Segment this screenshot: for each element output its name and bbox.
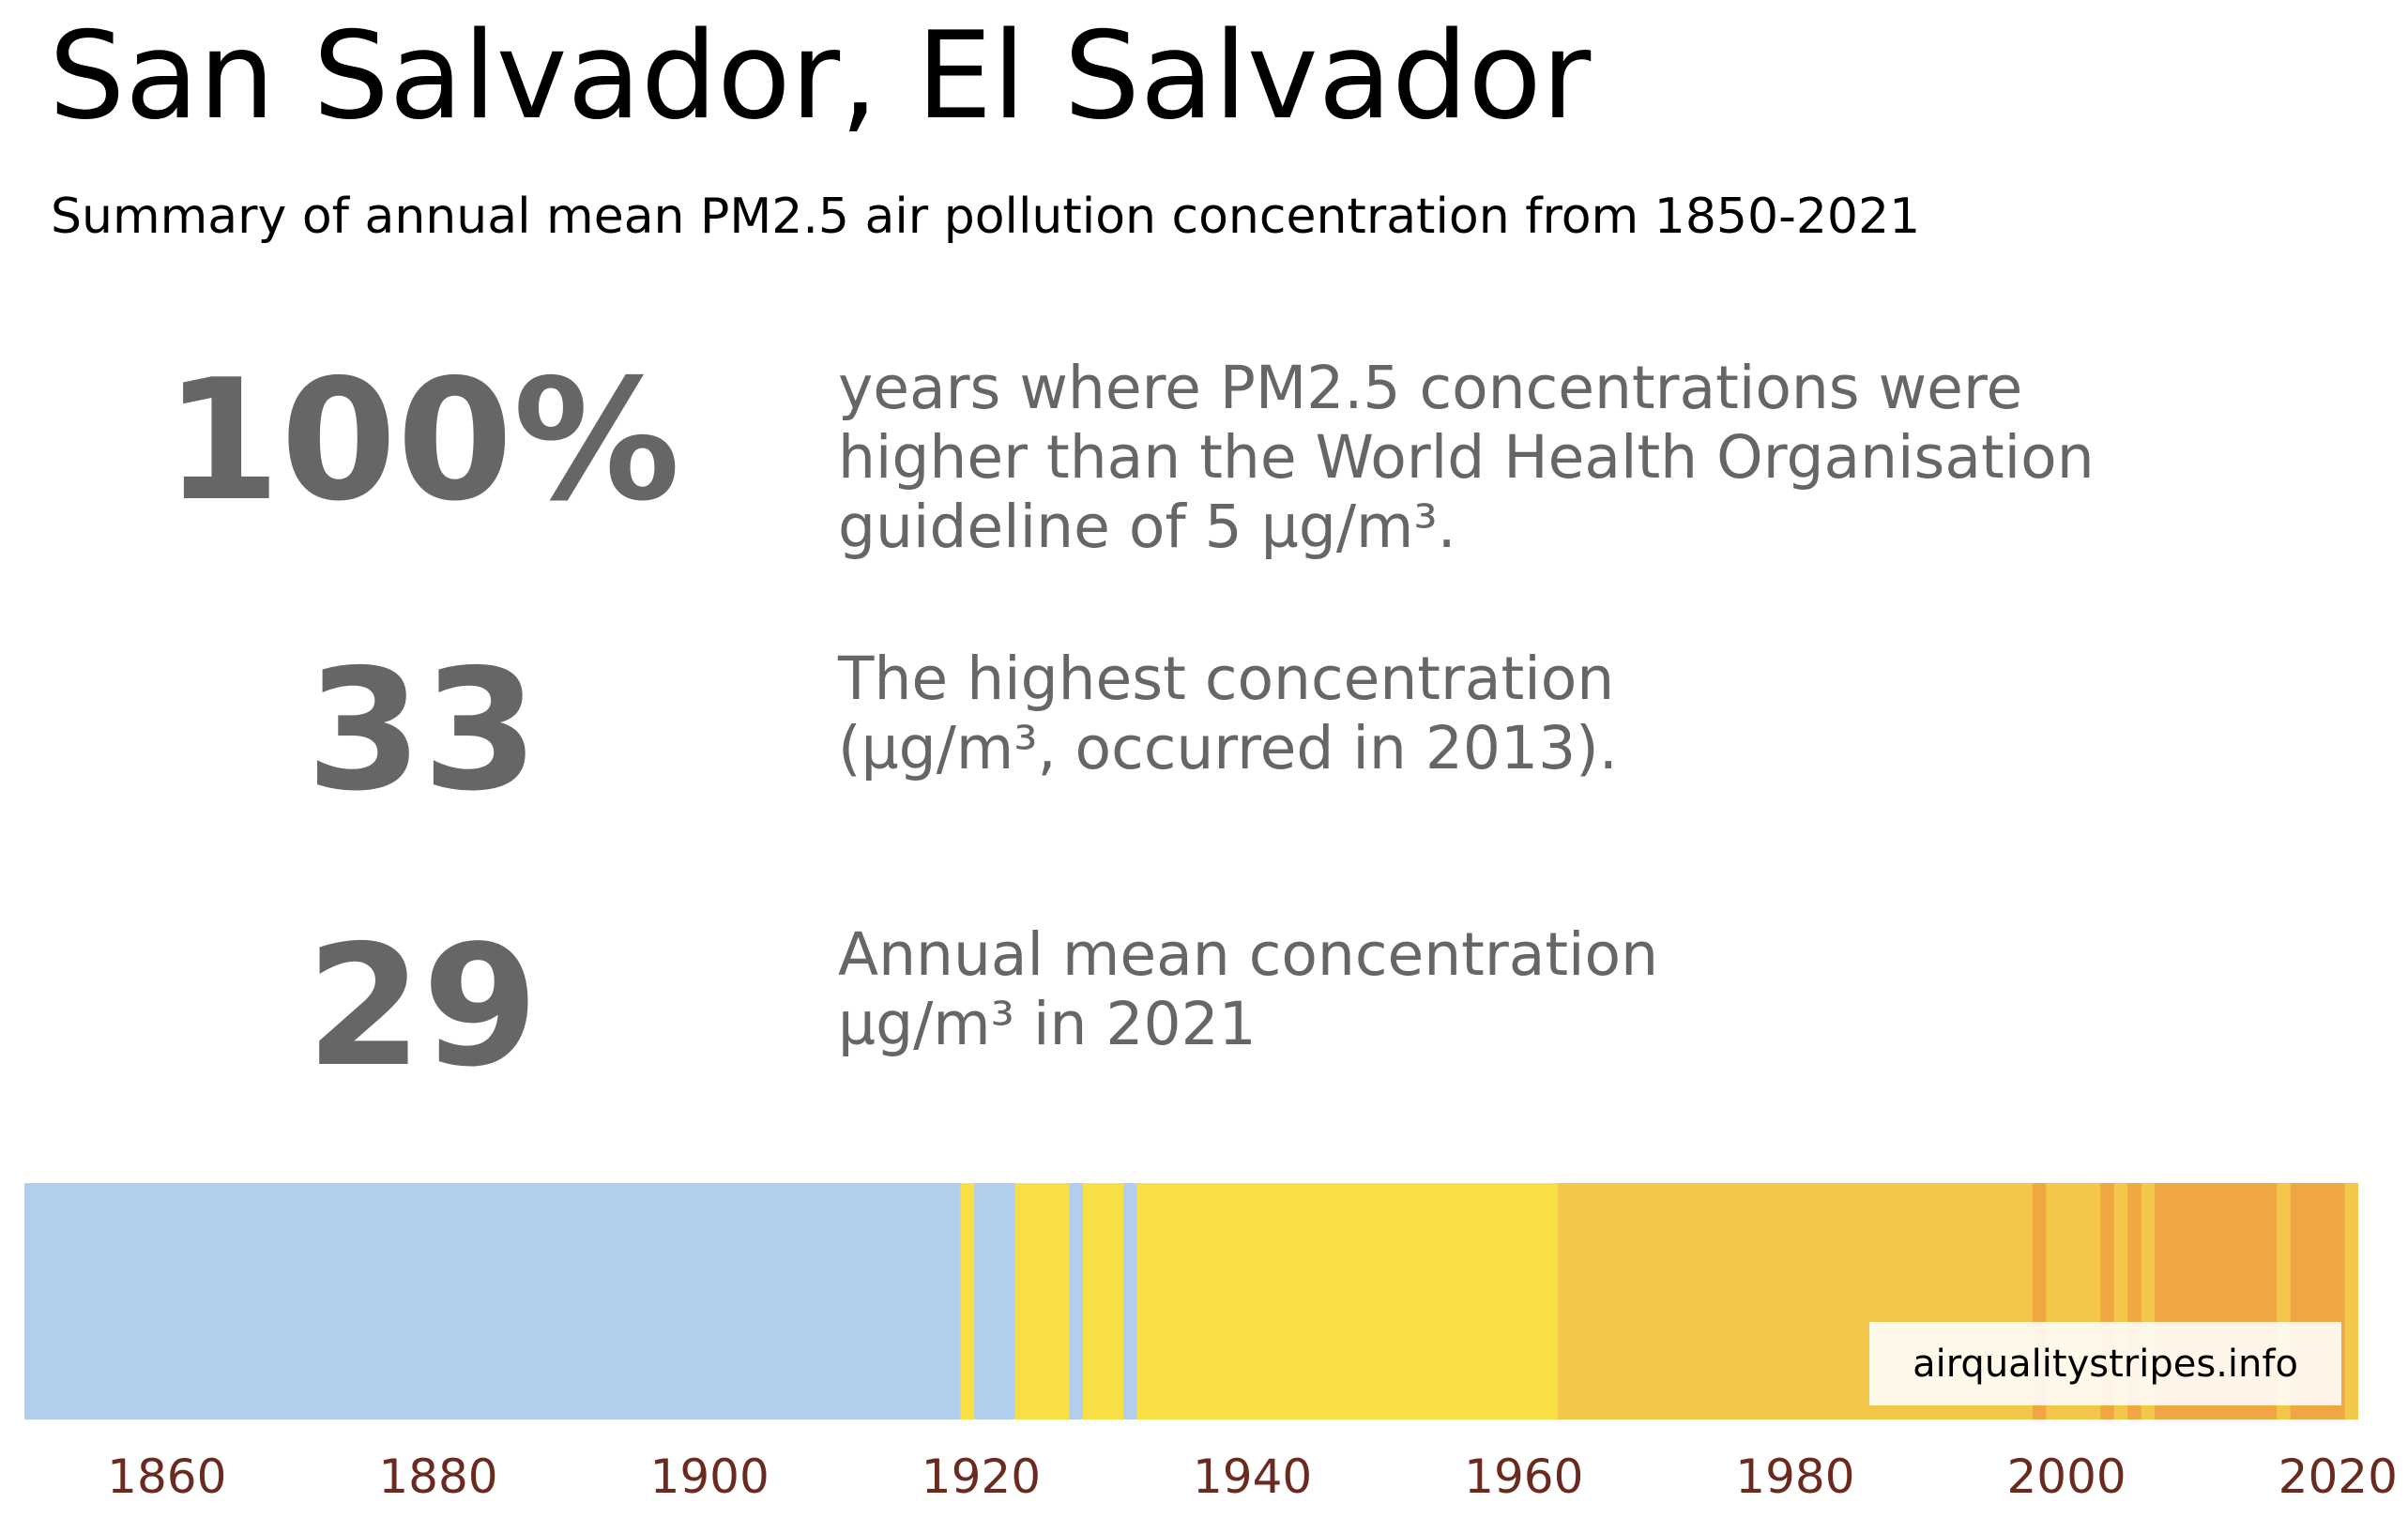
- source-label: airqualitystripes.info: [1913, 1342, 2298, 1386]
- pollution-stripes-chart: [24, 1183, 2358, 1419]
- stat-value-years-above-guideline: 100%: [164, 343, 680, 538]
- stripe-2021-2021: [2344, 1183, 2358, 1419]
- stat-description-line: The highest concentration: [838, 645, 1615, 713]
- stat-description-years-above-guideline: years where PM2.5 concentrations were hi…: [838, 354, 2095, 562]
- stat-description-latest-annual-mean: Annual mean concentration µg/m³ in 2021: [838, 920, 1658, 1059]
- stripe-1927-1927: [1069, 1183, 1084, 1419]
- stripe-1932-1962: [1136, 1183, 1559, 1419]
- page-subtitle: Summary of annual mean PM2.5 air polluti…: [51, 189, 1921, 245]
- stat-value-highest-concentration: 33: [306, 633, 539, 827]
- page-title: San Salvador, El Salvador: [49, 7, 1592, 146]
- stat-description-line: µg/m³ in 2021: [838, 990, 1257, 1058]
- stripe-1919-1919: [960, 1183, 975, 1419]
- stat-description-line: guideline of 5 µg/m³.: [838, 493, 1456, 561]
- stat-description-line: higher than the World Health Organisatio…: [838, 423, 2095, 492]
- stat-description-line: Annual mean concentration: [838, 920, 1659, 989]
- stripe-1923-1926: [1014, 1183, 1070, 1419]
- stat-description-line: years where PM2.5 concentrations were: [838, 354, 2023, 422]
- stripe-1850-1918: [24, 1183, 962, 1419]
- stat-description-line: (µg/m³, occurred in 2013).: [838, 714, 1618, 782]
- stripe-1920-1922: [974, 1183, 1016, 1419]
- stat-description-highest-concentration: The highest concentration (µg/m³, occurr…: [838, 645, 1618, 783]
- stripe-1931-1931: [1123, 1183, 1138, 1419]
- stat-value-latest-annual-mean: 29: [306, 909, 539, 1103]
- stripe-1928-1930: [1082, 1183, 1124, 1419]
- source-label-box: airqualitystripes.info: [1869, 1322, 2341, 1405]
